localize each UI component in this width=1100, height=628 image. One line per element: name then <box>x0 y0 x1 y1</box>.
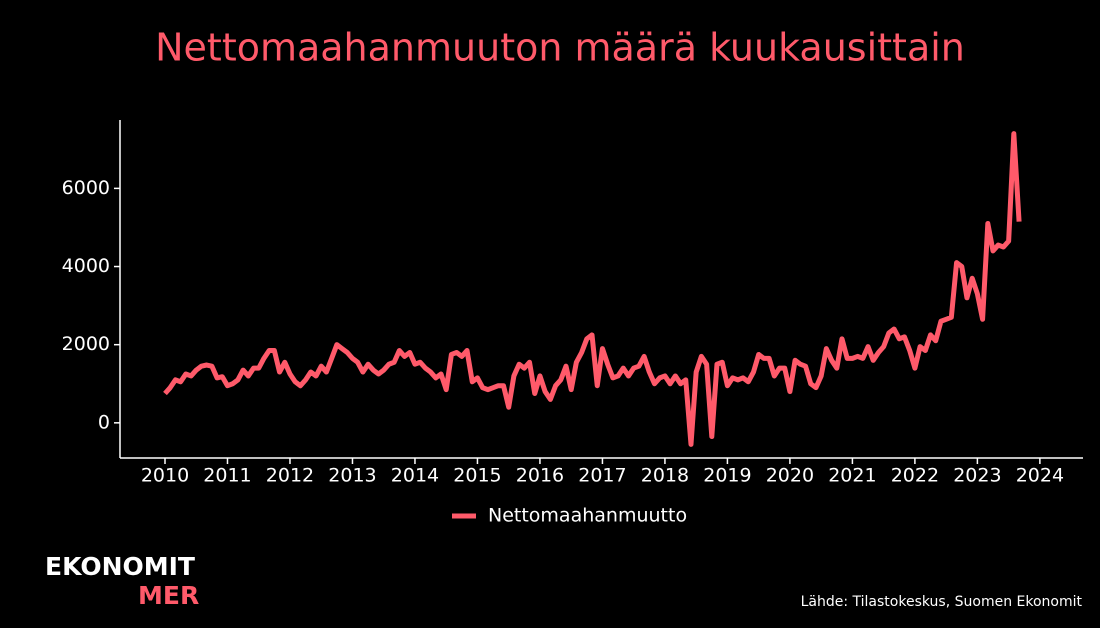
x-tick-label: 2018 <box>641 465 689 487</box>
x-tick-label: 2014 <box>391 465 439 487</box>
y-tick-label: 0 <box>98 411 110 433</box>
x-tick-label: 2023 <box>953 465 1001 487</box>
logo-bottom: MER <box>138 581 199 610</box>
source: Lähde: Tilastokeskus, Suomen Ekonomit <box>801 594 1083 610</box>
x-tick-label: 2011 <box>203 465 251 487</box>
x-tick-label: 2012 <box>266 465 314 487</box>
y-tick-label: 2000 <box>62 333 110 355</box>
x-tick-label: 2020 <box>766 465 814 487</box>
x-tick-label: 2017 <box>578 465 626 487</box>
x-tick-label: 2019 <box>703 465 751 487</box>
chart-title: Nettomaahanmuuton määrä kuukausittain <box>155 26 965 70</box>
line <box>163 131 1022 447</box>
x-tick-label: 2021 <box>828 465 876 487</box>
x-tick-label: 2013 <box>328 465 376 487</box>
logo-top: EKONOMIT <box>45 552 195 581</box>
x-tick-label: 2010 <box>141 465 189 487</box>
x-tick-label: 2016 <box>516 465 564 487</box>
x-tick-label: 2022 <box>891 465 939 487</box>
y-tick-label: 6000 <box>62 177 110 199</box>
x-tick-label: 2024 <box>1016 465 1064 487</box>
legend-label: Nettomaahanmuutto <box>488 505 687 527</box>
y-tick-label: 4000 <box>62 255 110 277</box>
x-tick-label: 2015 <box>453 465 501 487</box>
